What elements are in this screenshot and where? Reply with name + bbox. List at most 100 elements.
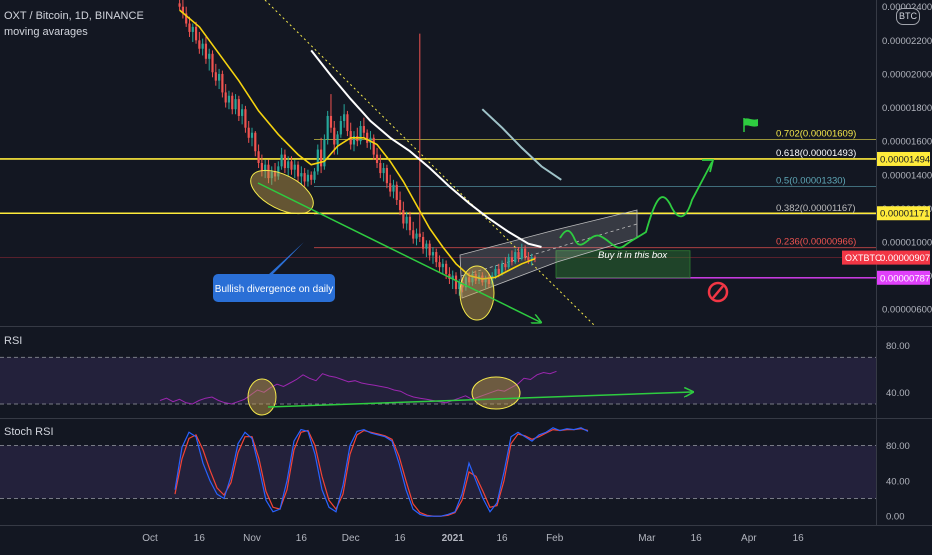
time-tick-label: 16: [497, 533, 509, 544]
candle-body: [458, 282, 461, 290]
candle-body: [191, 26, 194, 32]
candle-body: [326, 115, 329, 140]
time-tick-label: Feb: [546, 533, 564, 544]
candle-body: [316, 149, 319, 172]
symbol-tag-label: OXTBTC: [845, 253, 882, 263]
rsi-lows-trendline: [267, 392, 692, 408]
candle-body: [441, 263, 444, 268]
time-tick-label: Mar: [638, 533, 656, 544]
candle-body: [412, 230, 415, 239]
candle-body: [438, 262, 441, 268]
candle-body: [375, 154, 379, 163]
time-tick-label: Apr: [741, 533, 757, 544]
stoch-d-line: [174, 428, 589, 517]
fib-label-0: 0.702(0.00001609): [776, 129, 856, 140]
stoch-tick-label: 0.00: [886, 512, 905, 523]
time-tick-label: Dec: [342, 533, 360, 544]
candle-body: [290, 161, 293, 170]
candle-body: [244, 109, 247, 128]
price-tick-label: 0.00000600: [882, 305, 932, 316]
candle-body: [313, 171, 316, 180]
candle-body: [352, 136, 356, 145]
price-tag-box-2: [877, 250, 930, 265]
no-entry-ring: [707, 281, 729, 303]
ma-slowest-line: [481, 108, 562, 181]
candle-body: [445, 263, 448, 274]
candle-body: [303, 173, 306, 182]
candle-body: [237, 99, 240, 116]
candle-body: [533, 257, 537, 259]
candle-body: [421, 236, 425, 249]
ma-fast-line: [179, 9, 536, 280]
candle-body: [435, 252, 438, 263]
candle-body: [234, 99, 237, 110]
candle-body: [389, 183, 392, 192]
rsi-line: [159, 370, 557, 405]
channel-midline: [460, 223, 638, 277]
candle-body: [523, 248, 527, 258]
divergence-ellipse-rsi-2: [471, 376, 521, 410]
candle-body: [283, 154, 287, 169]
rsi-tick-label: 40.00: [886, 388, 910, 399]
time-tick-label: 16: [194, 533, 206, 544]
candle-body: [504, 263, 507, 268]
price-tick-label: 0.00001800: [882, 103, 932, 114]
stoch-tick-label: 80.00: [886, 441, 910, 452]
candle-body: [343, 114, 346, 121]
time-tick-label: 2021: [442, 533, 465, 544]
stoch-tick-label: 40.00: [886, 476, 910, 487]
candle-body: [178, 3, 181, 7]
time-tick-label: 16: [793, 533, 805, 544]
candle-body: [224, 92, 227, 103]
time-tick-label: Nov: [243, 533, 261, 544]
candle-body: [520, 248, 523, 259]
price-tick-label: 0.00002200: [882, 36, 932, 47]
callout-pointer: [268, 242, 304, 275]
candle-body: [359, 126, 362, 142]
symbol-title: OXT / Bitcoin, 1D, BINANCE: [4, 10, 144, 22]
candle-body: [497, 268, 500, 274]
descending-trendline: [264, 0, 596, 327]
candle-body: [310, 174, 313, 180]
candle-body: [372, 137, 375, 155]
ma-slow-line: [310, 49, 542, 248]
currency-scale-button[interactable]: BTC: [896, 8, 920, 25]
price-tick-label: 0.00002000: [882, 69, 932, 80]
candle-body: [431, 252, 435, 256]
candle-body: [181, 6, 185, 14]
candle-body: [461, 282, 464, 288]
fib-label-2: 0.5(0.00001330): [776, 176, 846, 187]
candle-body: [510, 257, 514, 263]
price-tag-label-3: 0.00000787: [880, 273, 930, 284]
divergence-ellipse-rsi-1: [247, 378, 277, 416]
buy-box-label: Buy it in this box: [598, 250, 668, 261]
no-entry-slash: [712, 285, 724, 299]
candle-body: [471, 273, 474, 283]
candle-body: [227, 95, 231, 103]
candle-body: [339, 120, 342, 135]
candle-body: [319, 149, 323, 167]
fib-label-1: 0.618(0.00001493): [776, 148, 856, 159]
candle-body: [204, 43, 208, 59]
rsi-band: [0, 357, 876, 404]
flag-cloth: [744, 118, 758, 127]
candle-body: [464, 277, 467, 288]
candle-body: [362, 126, 365, 133]
candle-body: [405, 216, 408, 224]
price-tag-box-0: [877, 151, 930, 166]
candle-body: [356, 136, 359, 142]
price-tick-label: 0.00001400: [882, 170, 932, 181]
candle-body: [260, 163, 263, 172]
time-tick-label: Oct: [142, 533, 158, 544]
symbol-tag-box: [842, 250, 877, 265]
candle-body: [300, 173, 303, 177]
price-tag-label-1: 0.00001171: [880, 209, 930, 220]
candle-body: [418, 233, 421, 237]
candle-body: [221, 73, 224, 93]
candle-body: [211, 53, 214, 73]
candle-body: [468, 277, 471, 283]
chart-legend: OXT / Bitcoin, 1D, BINANCE moving avarag…: [4, 8, 144, 40]
candle-body: [454, 275, 458, 290]
candle-body: [214, 72, 217, 81]
